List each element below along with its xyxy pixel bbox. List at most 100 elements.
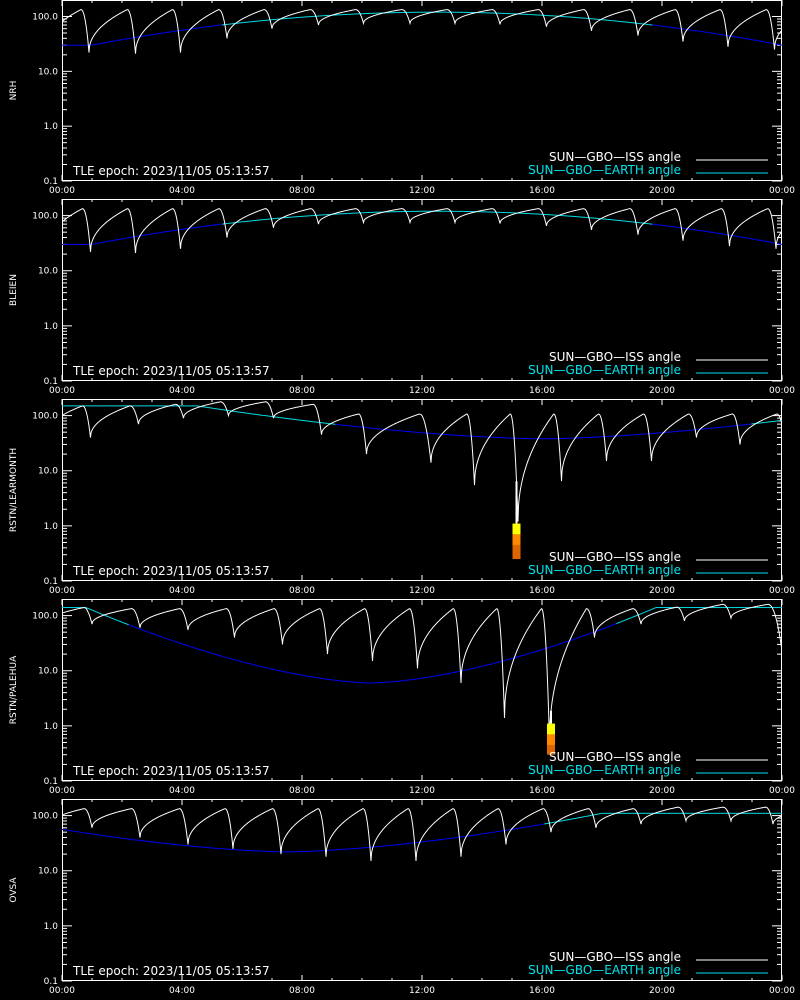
earth-angle-segment — [130, 624, 133, 627]
earth-angle-segment — [126, 623, 129, 626]
earth-angle-segment — [596, 629, 599, 632]
y-tick-label: 0.1 — [44, 777, 58, 787]
x-tick-label: 00:00 — [769, 786, 795, 796]
y-axis-label: RSTN/PALEHUA — [9, 655, 19, 724]
earth-angle-segment — [189, 645, 192, 648]
earth-angle-segment — [173, 640, 176, 643]
earth-angle-segment — [178, 642, 181, 644]
earth-angle-segment — [159, 635, 162, 638]
earth-angle-segment — [614, 623, 617, 625]
earth-angle-segment — [580, 635, 583, 638]
y-tick-label: 1.0 — [44, 922, 59, 932]
earth-angle-segment — [627, 618, 630, 620]
x-tick-label: 16:00 — [529, 186, 555, 196]
earth-angle-segment — [142, 629, 145, 632]
earth-angle-segment — [195, 647, 198, 650]
earth-angle-segment — [141, 629, 144, 631]
tle-epoch-text: TLE epoch: 2023/11/05 05:13:57 — [72, 164, 270, 178]
earth-angle-segment — [106, 615, 109, 618]
earth-angle-segment — [146, 631, 149, 633]
x-tick-label: 00:00 — [49, 386, 75, 396]
earth-angle-segment — [216, 654, 219, 656]
x-tick-label: 00:00 — [769, 586, 795, 596]
earth-angle-segment — [589, 632, 592, 635]
earth-angle-segment — [553, 644, 556, 647]
legend-iss-label: SUN—GBO—ISS angle — [549, 750, 681, 764]
x-tick-label: 00:00 — [769, 986, 795, 996]
earth-angle-segment — [99, 612, 102, 615]
earth-angle-segment — [641, 612, 644, 615]
earth-angle-segment — [560, 642, 563, 645]
earth-angle-segment — [565, 640, 568, 643]
earth-angle-segment — [218, 654, 221, 657]
y-tick-label: 100.0 — [32, 13, 58, 23]
earth-angle-segment — [101, 613, 104, 616]
earth-angle-segment — [139, 628, 142, 630]
x-tick-label: 08:00 — [289, 386, 315, 396]
earth-angle-segment — [207, 651, 210, 654]
earth-angle-segment — [573, 638, 576, 640]
earth-angle-segment — [124, 622, 127, 625]
x-tick-label: 00:00 — [49, 986, 75, 996]
y-axis-label: BLEIEN — [9, 274, 19, 306]
earth-angle-segment — [112, 617, 115, 620]
earth-angle-segment — [540, 648, 543, 651]
earth-angle-segment — [537, 650, 540, 652]
earth-angle-segment — [169, 639, 172, 641]
earth-angle-segment — [522, 654, 525, 656]
earth-angle-segment — [204, 650, 207, 652]
earth-angle-segment — [157, 634, 160, 637]
y-tick-label: 10.0 — [38, 667, 58, 677]
earth-angle-segment — [160, 636, 163, 638]
earth-angle-segment — [654, 607, 657, 609]
earth-angle-segment — [144, 630, 147, 632]
earth-angle-segment — [574, 637, 577, 640]
x-tick-label: 08:00 — [289, 186, 315, 196]
earth-angle-segment — [585, 633, 588, 636]
earth-angle-segment — [225, 656, 228, 659]
legend-earth-label: SUN—GBO—EARTH angle — [528, 163, 681, 177]
panel-3: 00:00 04:00 08:00 12:00 16:00 20:00 00:000.11.… — [9, 399, 795, 596]
x-tick-label: 04:00 — [169, 186, 195, 196]
earth-angle-segment — [148, 631, 151, 634]
earth-angle-segment — [137, 627, 140, 630]
earth-angle-segment — [115, 619, 118, 622]
tle-epoch-text: TLE epoch: 2023/11/05 05:13:57 — [72, 964, 270, 978]
earth-angle-segment — [643, 611, 646, 614]
earth-angle-segment — [628, 617, 631, 620]
tle-epoch-text: TLE epoch: 2023/11/05 05:13:57 — [72, 364, 270, 378]
earth-angle-segment — [114, 618, 117, 621]
earth-angle-segment — [92, 609, 95, 612]
earth-angle-segment — [551, 645, 554, 648]
y-axis-label: NRH — [9, 81, 19, 101]
legend-earth-label: SUN—GBO—EARTH angle — [528, 363, 681, 377]
earth-angle-segment — [576, 637, 579, 639]
earth-angle-segment — [636, 614, 639, 617]
earth-angle-segment — [564, 641, 567, 643]
y-tick-label: 100.0 — [32, 212, 58, 222]
earth-angle-segment — [177, 641, 180, 644]
earth-angle-segment — [515, 656, 518, 658]
iss-angle-line — [62, 806, 782, 862]
earth-angle-segment — [646, 610, 649, 612]
earth-angle-segment — [535, 650, 538, 653]
plot-area — [62, 208, 782, 254]
earth-angle-segment — [542, 648, 545, 650]
earth-angle-segment — [96, 611, 99, 614]
y-tick-label: 0.1 — [44, 377, 58, 387]
earth-angle-segment — [187, 645, 190, 647]
y-tick-label: 10.0 — [38, 267, 58, 277]
transit-marker-yellow — [547, 723, 555, 735]
earth-angle-segment — [610, 624, 613, 627]
earth-angle-segment — [531, 651, 534, 654]
plot-area — [62, 9, 782, 54]
tle-epoch-text: TLE epoch: 2023/11/05 05:13:57 — [72, 764, 270, 778]
earth-angle-segment — [630, 616, 633, 619]
earth-angle-segment — [549, 646, 552, 648]
earth-angle-segment — [220, 655, 223, 657]
earth-angle-segment — [213, 653, 216, 655]
x-tick-label: 00:00 — [769, 186, 795, 196]
earth-angle-segment — [618, 621, 621, 624]
earth-angle-segment — [132, 625, 135, 628]
